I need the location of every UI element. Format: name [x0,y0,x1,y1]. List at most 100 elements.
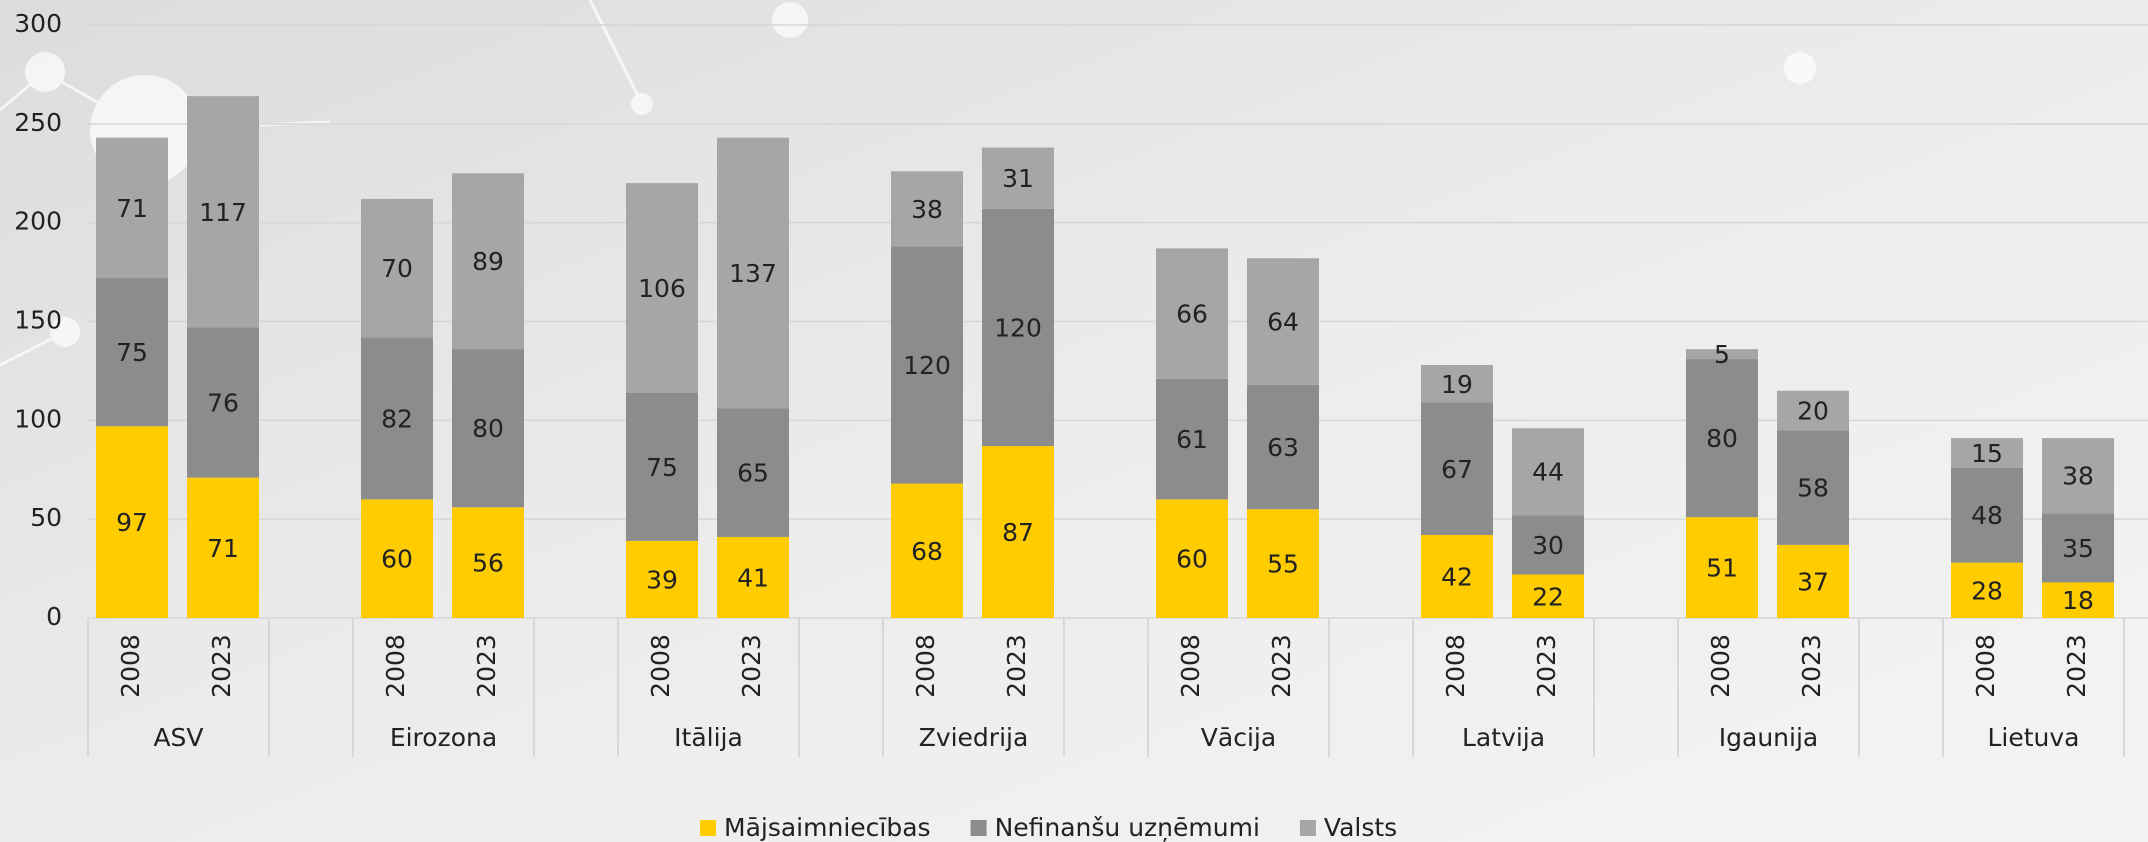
data-label: 30 [1532,531,1564,560]
data-label: 64 [1267,308,1299,337]
data-label: 76 [207,389,239,418]
bar-segment [982,147,1054,209]
x-tick-label: 2023 [1532,634,1561,698]
bar-segment [1686,517,1758,618]
data-label: 60 [381,545,413,574]
data-label: 75 [116,338,148,367]
bar-segment [361,198,433,338]
x-tick-label: 2008 [1971,634,2000,698]
bar-segment [982,446,1054,618]
data-label: 15 [1971,439,2003,468]
data-label: 56 [472,549,504,578]
group-label: Zviedrija [919,723,1029,752]
data-label: 61 [1176,425,1208,454]
y-tick-label: 50 [30,503,62,532]
bar-segment [452,349,524,508]
y-tick-label: 250 [14,108,62,137]
bar-segment [1247,509,1319,618]
x-tick-label: 2023 [472,634,501,698]
data-label: 67 [1441,455,1473,484]
bar-segment [1421,364,1493,403]
y-tick-label: 100 [14,404,62,433]
bar-segment [1686,349,1758,360]
bar-segment [982,208,1054,447]
bar-segment [1156,499,1228,618]
group-label: Latvija [1462,723,1545,752]
data-label: 39 [646,565,678,594]
data-label: 80 [1706,424,1738,453]
bar-segment [891,171,963,247]
bar-segment [1777,390,1849,431]
bar-segment [361,499,433,618]
legend-swatch [1299,820,1316,836]
data-label: 137 [729,259,777,288]
bar-segment [1156,378,1228,500]
x-tick-label: 2008 [1176,634,1205,698]
data-label: 35 [2062,534,2094,563]
group-label: Igaunija [1719,723,1818,752]
data-label: 41 [737,563,769,592]
bar-segment [187,96,259,328]
data-label: 71 [116,194,148,223]
bar-segment [2042,438,2114,514]
data-label: 97 [116,508,148,537]
data-label: 71 [207,534,239,563]
data-label: 19 [1441,370,1473,399]
bar-segment [626,183,698,393]
data-label: 58 [1797,474,1829,503]
x-tick-label: 2023 [2062,634,2091,698]
group-label: Vācija [1201,723,1276,752]
bar-segment [1156,248,1228,379]
group-label: ASV [153,723,203,752]
bar-segment [1512,428,1584,516]
legend-swatch [970,820,987,836]
bar-segment [1686,359,1758,518]
x-tick-label: 2023 [1002,634,1031,698]
data-label: 68 [911,537,943,566]
data-label: 120 [994,313,1042,342]
bar-segment [2042,513,2114,583]
data-label: 38 [911,195,943,224]
data-label: 48 [1971,501,2003,530]
data-label: 80 [472,414,504,443]
legend-label: Nefinanšu uzņēmumi [995,813,1260,842]
bar-segment [1512,574,1584,618]
bar-segment [187,477,259,618]
bar-segment [361,337,433,500]
data-label: 5 [1714,340,1730,369]
data-label: 31 [1002,164,1034,193]
data-label: 51 [1706,554,1738,583]
data-label: 22 [1532,582,1564,611]
data-label: 70 [381,254,413,283]
bar-segment [1512,515,1584,575]
data-label: 18 [2062,586,2094,615]
bar-segment [717,137,789,409]
bar-segment [1777,430,1849,545]
data-label: 63 [1267,433,1299,462]
data-label: 75 [646,453,678,482]
legend-swatch [700,820,716,836]
x-tick-label: 2023 [207,634,236,698]
group-label: Itālija [674,723,743,752]
y-tick-label: 0 [46,602,62,631]
data-label: 106 [638,274,686,303]
data-label: 44 [1532,458,1564,487]
data-label: 89 [472,247,504,276]
bar-segment [2042,582,2114,618]
bar-segment [1247,258,1319,385]
data-label: 20 [1797,396,1829,425]
x-tick-label: 2008 [381,634,410,698]
x-tick-label: 2008 [1706,634,1735,698]
data-label: 60 [1176,545,1208,574]
bar-segment [1421,402,1493,535]
bar-segment [452,173,524,350]
bar-segment [626,540,698,618]
data-label: 37 [1797,567,1829,596]
bar-segment [96,137,168,279]
data-label: 82 [381,404,413,433]
bar-segment [891,483,963,618]
bar-segment [1247,384,1319,510]
data-label: 42 [1441,562,1473,591]
bar-segment [1951,467,2023,563]
